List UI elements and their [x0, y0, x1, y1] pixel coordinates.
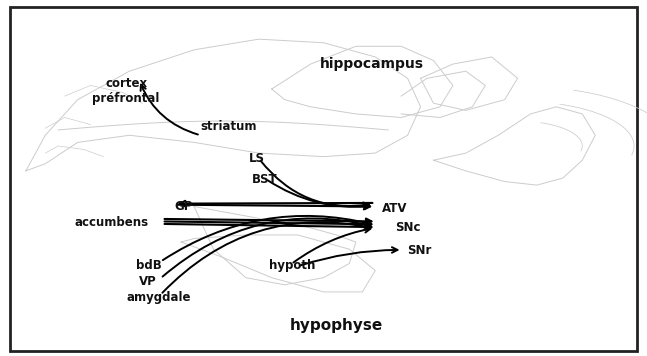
Text: striatum: striatum: [201, 120, 257, 133]
Text: SNc: SNc: [395, 221, 420, 234]
Text: accumbens: accumbens: [74, 216, 149, 229]
FancyBboxPatch shape: [10, 7, 637, 351]
Text: hypophyse: hypophyse: [290, 318, 383, 333]
Text: hypoth: hypoth: [269, 259, 315, 272]
Text: ATV: ATV: [382, 202, 407, 215]
Text: GP: GP: [175, 200, 193, 213]
Text: cortex
préfrontal: cortex préfrontal: [93, 77, 160, 105]
Text: hippocampus: hippocampus: [320, 57, 424, 71]
Text: bdB: bdB: [136, 259, 162, 272]
Text: BST: BST: [252, 173, 278, 186]
Text: SNr: SNr: [408, 245, 432, 257]
Text: amygdale: amygdale: [126, 291, 191, 304]
Text: LS: LS: [249, 152, 265, 165]
Text: VP: VP: [139, 275, 157, 288]
